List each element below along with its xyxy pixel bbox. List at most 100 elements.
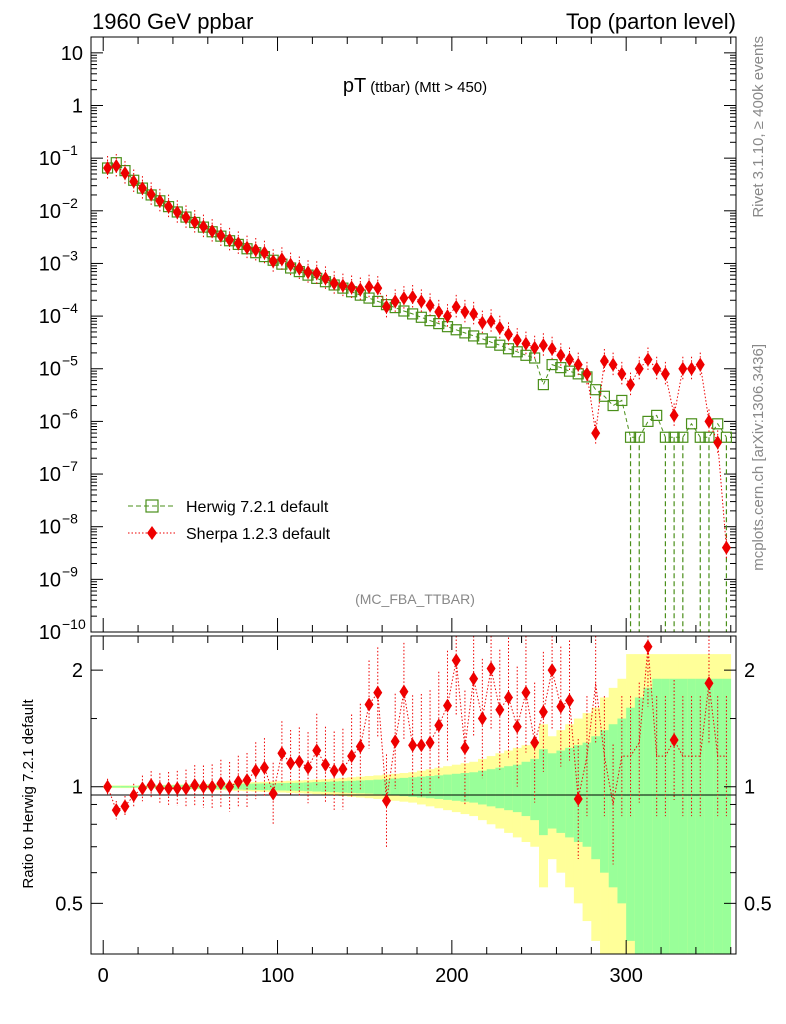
main-ytick-label: 10 — [39, 569, 61, 591]
herwig-point — [398, 305, 410, 317]
ratio-sherpa-point — [573, 791, 583, 806]
sherpa-point — [120, 166, 130, 181]
ratio-sherpa-point — [442, 698, 452, 713]
ratio-sherpa-point — [137, 781, 147, 796]
ratio-plot-frame — [90, 635, 737, 955]
watermark: (MC_FBA_TTBAR) — [355, 591, 475, 607]
xtick-label: 200 — [435, 965, 468, 987]
sherpa-point — [425, 298, 435, 313]
ratio-band-inner — [277, 783, 287, 791]
ratio-band-inner — [251, 783, 261, 790]
main-ytick-exponent: −7 — [62, 458, 78, 474]
sherpa-point — [172, 205, 182, 220]
sherpa-point — [687, 361, 697, 376]
ratio-sherpa-point — [233, 774, 243, 789]
ratio-band-inner — [478, 770, 488, 805]
ratio-band-inner — [399, 777, 409, 797]
plot-title: pT (ttbar) (Mtt > 450) — [343, 75, 487, 97]
ratio-sherpa-point — [477, 711, 487, 726]
sherpa-point — [573, 357, 583, 372]
sherpa-point — [556, 348, 566, 363]
sherpa-point — [347, 280, 357, 295]
herwig-point — [476, 333, 488, 345]
main-ytick-exponent: −6 — [62, 405, 78, 421]
ratio-band-inner — [608, 724, 618, 888]
ratio-band-inner — [260, 783, 270, 791]
sherpa-point — [408, 290, 418, 305]
ratio-sherpa-point — [111, 803, 121, 818]
sherpa-point — [399, 291, 409, 306]
ratio-sherpa-point — [347, 749, 357, 764]
ratio-sherpa-point — [181, 781, 191, 796]
ratio-ytick-label-right: 2 — [744, 660, 755, 682]
ratio-band-inner — [390, 778, 400, 796]
ratio-band-inner — [443, 774, 453, 800]
sherpa-point — [582, 366, 592, 381]
sherpa-point — [259, 245, 269, 260]
ratio-band-inner — [347, 780, 357, 793]
main-ytick-exponent: −9 — [62, 563, 78, 579]
sherpa-point — [251, 243, 261, 258]
main-ytick-label: 10 — [39, 464, 61, 486]
ratio-band-inner — [565, 747, 575, 838]
ratio-sherpa-point — [643, 639, 653, 654]
ratio-sherpa-point — [512, 719, 522, 734]
sherpa-point — [390, 294, 400, 309]
herwig-point — [494, 339, 506, 351]
sherpa-point — [626, 377, 636, 392]
sherpa-point — [565, 352, 575, 367]
ratio-sherpa-point — [565, 693, 575, 708]
main-ytick-exponent: −5 — [62, 353, 78, 369]
ratio-sherpa-point — [320, 757, 330, 772]
main-ytick-label: 10 — [39, 201, 61, 223]
herwig-point — [677, 431, 689, 443]
main-ytick-label: 10 — [61, 43, 83, 65]
ratio-band-inner — [530, 758, 540, 821]
ratio-sherpa-point — [129, 788, 139, 803]
source-label: mcplots.cern.ch [arXiv:1306.3436] — [750, 344, 767, 571]
ratio-band-inner — [556, 750, 566, 833]
ratio-band-inner — [722, 678, 732, 954]
sherpa-point — [146, 187, 156, 202]
herwig-point — [651, 409, 663, 422]
herwig-point — [546, 358, 558, 371]
ratio-sherpa-point — [216, 776, 226, 791]
sherpa-point — [111, 158, 121, 173]
sherpa-point — [512, 333, 522, 348]
ratio-sherpa-point — [207, 779, 217, 794]
ratio-ylabel: Ratio to Herwig 7.2.1 default — [20, 699, 37, 889]
ratio-band-inner — [617, 718, 627, 904]
ratio-sherpa-point — [268, 786, 278, 801]
sherpa-point — [469, 306, 479, 321]
ratio-ytick-label: 1 — [72, 777, 83, 799]
sherpa-point — [599, 354, 609, 369]
sherpa-point — [129, 174, 139, 189]
sherpa-point — [660, 366, 670, 381]
main-ytick-exponent: −1 — [62, 142, 78, 158]
ratio-band-inner — [669, 678, 679, 954]
ratio-band-inner — [486, 769, 496, 807]
sherpa-point — [329, 276, 339, 291]
ratio-uncertainty-bands — [103, 654, 732, 954]
main-plot-frame — [90, 36, 737, 633]
ratio-sherpa-point — [373, 685, 383, 700]
legend: Herwig 7.2.1 default Sherpa 1.2.3 defaul… — [128, 499, 331, 543]
herwig-point — [459, 327, 471, 339]
sherpa-point — [608, 357, 618, 372]
herwig-point — [555, 362, 567, 374]
sherpa-point — [547, 341, 557, 356]
ratio-sherpa-point — [364, 697, 374, 712]
ratio-sherpa-point — [521, 685, 531, 700]
main-ytick-exponent: −3 — [62, 247, 78, 263]
ratio-band-inner — [364, 780, 374, 794]
sherpa-point — [434, 304, 444, 319]
xtick-label: 100 — [261, 965, 294, 987]
sherpa-point — [303, 265, 313, 280]
ratio-band-inner — [626, 707, 636, 941]
ratio-band-inner — [495, 767, 505, 809]
sherpa-point — [652, 361, 662, 376]
ratio-sherpa-point — [172, 781, 182, 796]
herwig-point — [624, 431, 637, 443]
ratio-band-inner — [338, 781, 348, 793]
